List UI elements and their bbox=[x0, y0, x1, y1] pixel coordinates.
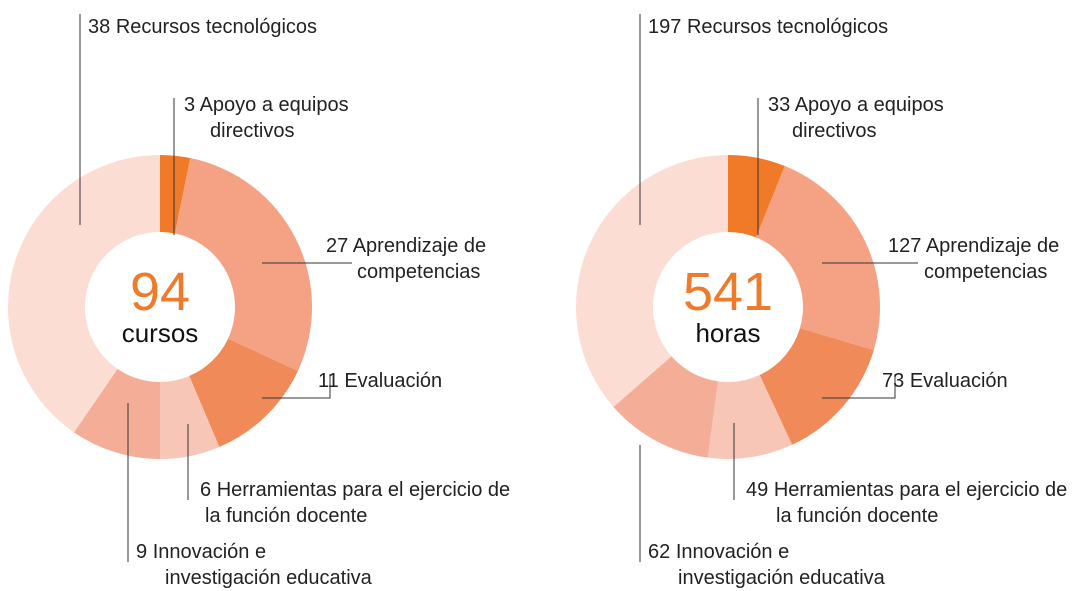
center-value: 541 bbox=[682, 262, 774, 322]
segment-value: 49 bbox=[746, 479, 769, 501]
segment-label: 6 Herramientas para el ejercicio de la f… bbox=[200, 477, 515, 529]
donut-segment bbox=[759, 328, 874, 445]
segment-value: 11 bbox=[318, 370, 339, 392]
donut-segment bbox=[174, 158, 312, 371]
center-label: 94 cursos bbox=[80, 265, 240, 347]
segment-label: 27 Aprendizaje de competencias bbox=[326, 233, 531, 285]
donut-segment bbox=[8, 155, 161, 433]
segment-name: Evaluación bbox=[909, 370, 1008, 392]
donut-segment bbox=[189, 338, 298, 447]
segment-label: 73 Evaluación bbox=[882, 368, 1008, 394]
leader-line bbox=[262, 374, 331, 399]
donut-segment bbox=[576, 155, 728, 407]
segment-label: 9 Innovación e investigación educativa bbox=[136, 539, 381, 591]
donut-segment bbox=[613, 356, 719, 458]
donut-segment bbox=[160, 376, 220, 459]
center-value: 94 bbox=[129, 262, 191, 322]
leader-line bbox=[822, 374, 896, 399]
segment-value: 38 bbox=[88, 16, 111, 38]
segment-value: 127 bbox=[888, 235, 922, 257]
segment-value: 197 bbox=[648, 16, 682, 38]
donut-segment bbox=[707, 374, 793, 459]
donut-segment bbox=[73, 368, 160, 459]
segment-value: 33 bbox=[768, 94, 791, 116]
segment-label: 197 Recursos tecnológicos bbox=[648, 14, 888, 40]
segment-name: Herramientas para el ejercicio de la fun… bbox=[773, 479, 1068, 527]
segment-value: 9 bbox=[136, 541, 148, 563]
center-unit: horas bbox=[695, 318, 761, 348]
segment-label: 3 Apoyo a equipos directivos bbox=[184, 92, 384, 144]
segment-name: Recursos tecnológicos bbox=[686, 16, 889, 38]
segment-label: 33 Apoyo a equipos directivos bbox=[768, 92, 980, 144]
segment-value: 73 bbox=[882, 370, 905, 392]
segment-name: Apoyo a equipos directivos bbox=[792, 94, 944, 142]
segment-label: 11 Evaluación bbox=[318, 368, 442, 394]
segment-value: 27 bbox=[326, 235, 349, 257]
center-label: 541 horas bbox=[648, 265, 808, 347]
segment-value: 62 bbox=[648, 541, 671, 563]
segment-value: 6 bbox=[200, 479, 212, 501]
segment-name: Innovación e investigación educativa bbox=[675, 541, 885, 589]
segment-name: Innovación e investigación educativa bbox=[152, 541, 372, 589]
donut-segment bbox=[728, 155, 785, 238]
segment-label: 38 Recursos tecnológicos bbox=[88, 14, 317, 40]
segment-value: 3 bbox=[184, 94, 196, 116]
segment-name: Recursos tecnológicos bbox=[115, 16, 318, 38]
segment-name: Aprendizaje de competencias bbox=[924, 235, 1060, 283]
center-unit: cursos bbox=[121, 318, 199, 348]
segment-name: Apoyo a equipos directivos bbox=[199, 94, 349, 142]
segment-name: Evaluación bbox=[344, 370, 443, 392]
segment-name: Aprendizaje de competencias bbox=[352, 235, 487, 283]
donut-segment bbox=[756, 166, 880, 351]
segment-label: 62 Innovación e investigación educativa bbox=[648, 539, 906, 591]
segment-label: 49 Herramientas para el ejercicio de la … bbox=[746, 477, 1076, 529]
donut-segment bbox=[160, 155, 191, 234]
segment-label: 127 Aprendizaje de competencias bbox=[888, 233, 1087, 285]
segment-name: Herramientas para el ejercicio de la fun… bbox=[205, 479, 511, 527]
